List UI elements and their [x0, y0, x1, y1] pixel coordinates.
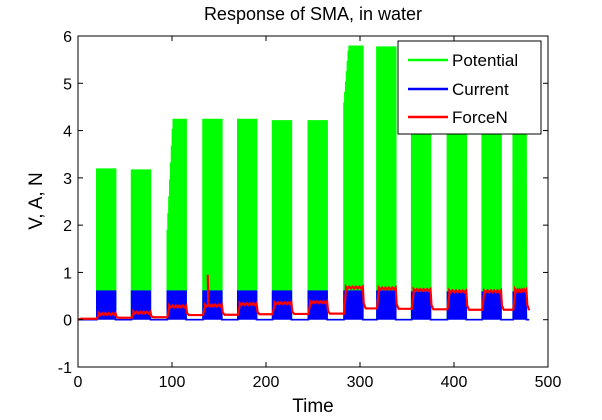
- y-tick-label: 1: [63, 265, 72, 282]
- y-tick-label: 2: [63, 218, 72, 235]
- x-tick-label: 500: [535, 374, 562, 391]
- force-line: [77, 274, 531, 321]
- x-tick-label: 0: [74, 374, 83, 391]
- y-axis-label: V, A, N: [26, 172, 47, 229]
- potential-line: [78, 45, 530, 321]
- current-line: [78, 290, 530, 321]
- chart-title: Response of SMA, in water: [204, 4, 422, 24]
- y-tick-label: 4: [63, 124, 72, 141]
- legend: Potential Current ForceN: [397, 40, 542, 135]
- legend-label-force: ForceN: [452, 108, 508, 127]
- legend-label-current: Current: [452, 80, 509, 99]
- potential-series: [78, 45, 530, 321]
- y-tick-label: 0: [63, 313, 72, 330]
- x-axis: 0 100 200 300 400 500: [74, 36, 562, 391]
- y-tick-label: 3: [63, 171, 72, 188]
- y-tick-label: 5: [63, 76, 72, 93]
- x-tick-label: 200: [253, 374, 280, 391]
- y-tick-label: 6: [63, 29, 72, 46]
- plot-frame: [77, 35, 549, 368]
- legend-label-potential: Potential: [452, 51, 518, 70]
- x-tick-label: 400: [441, 374, 468, 391]
- x-tick-label: 100: [159, 374, 186, 391]
- current-series: [78, 290, 530, 321]
- x-tick-label: 300: [347, 374, 374, 391]
- legend-box: [397, 40, 542, 135]
- force-series: [77, 274, 531, 321]
- x-axis-label: Time: [292, 396, 334, 417]
- y-axis: -1 0 1 2 3 4 5 6: [58, 29, 548, 377]
- y-tick-label: -1: [58, 360, 72, 377]
